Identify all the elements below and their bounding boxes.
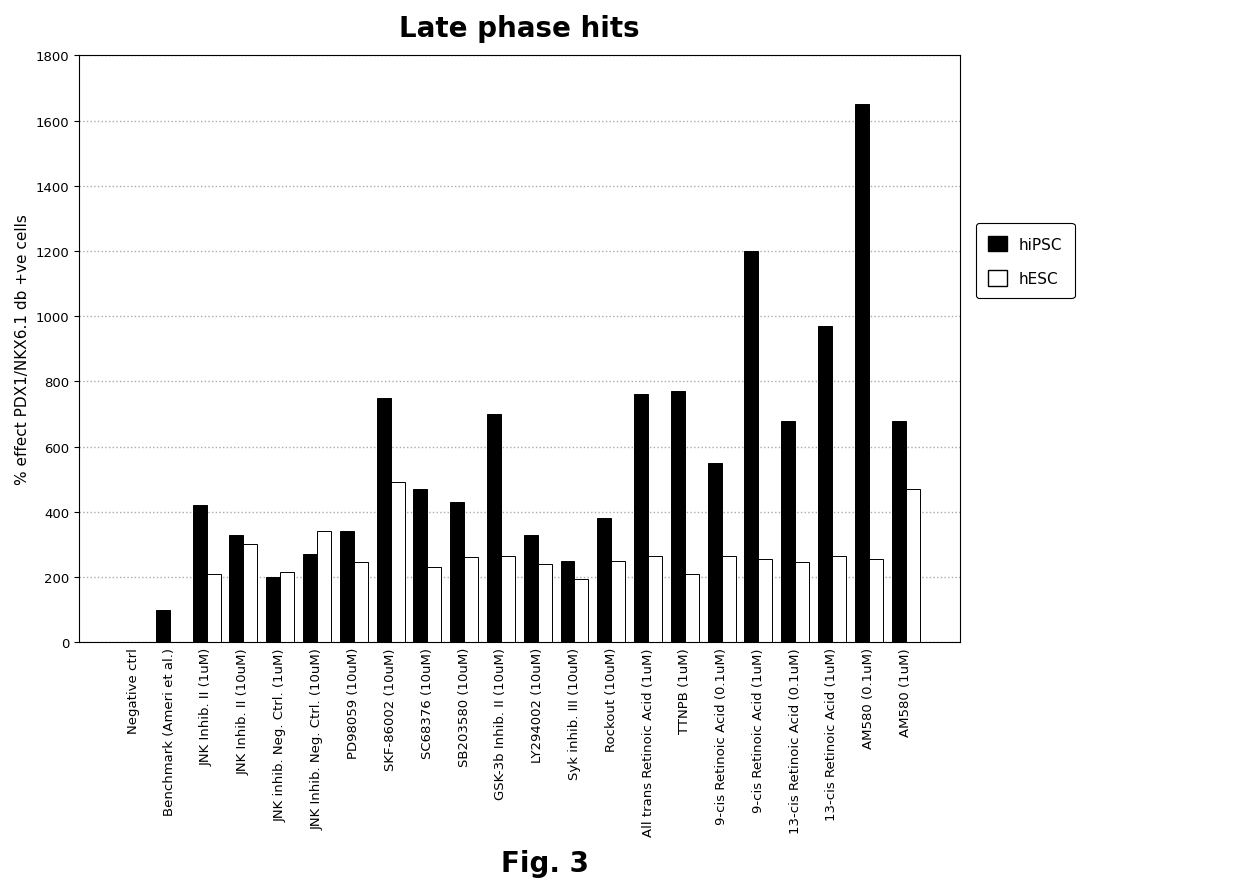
Bar (611, 561, 626, 642)
Bar (833, 556, 846, 642)
Bar (377, 398, 390, 642)
Bar (192, 506, 207, 642)
Bar (280, 572, 294, 642)
Bar (266, 578, 280, 642)
Bar (670, 392, 685, 642)
Bar (427, 568, 441, 642)
Bar (390, 483, 404, 642)
Bar (465, 558, 478, 642)
Bar (243, 545, 258, 642)
Bar (450, 502, 465, 642)
Bar (892, 421, 906, 642)
Bar (304, 555, 317, 642)
Bar (782, 421, 795, 642)
Bar (575, 579, 589, 642)
Title: Late phase hits: Late phase hits (399, 15, 639, 43)
Bar (560, 561, 575, 642)
Text: Fig. 3: Fig. 3 (501, 849, 590, 877)
Bar (317, 532, 331, 642)
Bar (207, 574, 221, 642)
Bar (745, 252, 758, 642)
Bar (414, 489, 427, 642)
Bar (339, 532, 354, 642)
Bar (795, 563, 809, 642)
Bar (707, 463, 721, 642)
Y-axis label: % effect PDX1/NKX6.1 db +ve cells: % effect PDX1/NKX6.1 db +ve cells (15, 214, 30, 485)
Bar (634, 395, 648, 642)
Bar (648, 556, 662, 642)
Bar (501, 556, 515, 642)
Bar (721, 556, 736, 642)
Bar (597, 518, 611, 642)
Bar (354, 563, 368, 642)
Bar (818, 327, 833, 642)
Bar (538, 564, 551, 642)
Legend: hiPSC, hESC: hiPSC, hESC (976, 224, 1074, 299)
Bar (855, 105, 869, 642)
Bar (524, 535, 538, 642)
Bar (869, 559, 882, 642)
Bar (229, 535, 243, 642)
Bar (156, 610, 170, 642)
Bar (685, 574, 699, 642)
Bar (758, 559, 772, 642)
Bar (487, 415, 501, 642)
Bar (906, 489, 919, 642)
